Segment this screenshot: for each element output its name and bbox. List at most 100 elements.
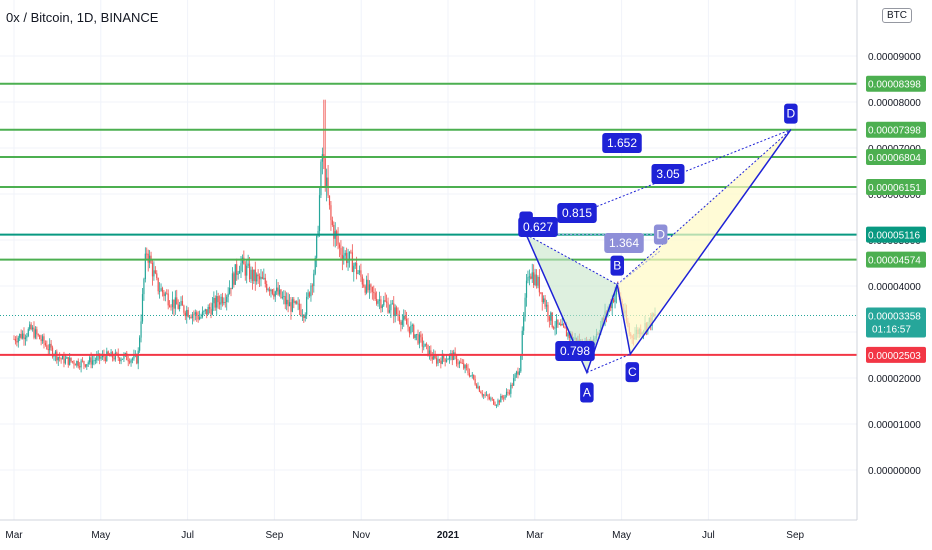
ratio-label[interactable]: 0.798 — [555, 341, 595, 361]
candle — [281, 291, 283, 300]
candle — [438, 358, 441, 364]
candle — [361, 274, 363, 288]
candle — [40, 334, 42, 346]
candle — [468, 368, 471, 378]
ratio-line-xb — [525, 234, 618, 286]
candle — [66, 356, 68, 359]
candle — [387, 297, 389, 314]
candle — [487, 393, 489, 401]
svg-text:0.00008398: 0.00008398 — [868, 80, 921, 91]
candle — [20, 329, 22, 340]
candle — [477, 382, 479, 390]
candle — [96, 351, 98, 364]
point-label-b[interactable]: B — [610, 255, 625, 276]
candle — [34, 326, 37, 340]
candle — [284, 290, 286, 310]
candle — [551, 312, 553, 329]
candle — [23, 327, 25, 346]
candle — [91, 355, 94, 369]
svg-text:0.00006804: 0.00006804 — [868, 153, 921, 164]
candle — [383, 295, 385, 307]
candle — [491, 396, 493, 401]
ratio-label[interactable]: 0.627 — [518, 217, 558, 237]
svg-text:1.364: 1.364 — [609, 236, 639, 250]
candle — [561, 317, 563, 326]
candle — [530, 273, 532, 280]
candle — [26, 333, 28, 342]
svg-text:0.00007398: 0.00007398 — [868, 126, 921, 137]
svg-text:B: B — [613, 259, 621, 273]
candle — [457, 358, 459, 368]
candle — [154, 266, 156, 275]
candle — [256, 272, 258, 285]
candle — [190, 314, 192, 319]
candle — [330, 201, 332, 231]
y-tick-label: 0.00004000 — [868, 282, 921, 293]
candle — [243, 250, 245, 265]
candle — [230, 287, 232, 297]
candle — [291, 297, 293, 313]
candle — [537, 275, 539, 289]
candle — [497, 398, 499, 407]
candle — [194, 309, 196, 321]
candle — [363, 278, 365, 288]
ratio-label[interactable]: 1.652 — [602, 133, 642, 153]
candle — [308, 291, 311, 298]
candle — [247, 254, 249, 269]
candle — [474, 375, 476, 386]
candle — [501, 394, 503, 400]
candle — [378, 291, 381, 310]
candle — [547, 302, 549, 323]
candle — [137, 347, 139, 370]
svg-text:0.00005116: 0.00005116 — [868, 231, 921, 242]
ratio-label[interactable]: 0.815 — [557, 203, 597, 223]
candle — [481, 390, 483, 398]
candle — [300, 303, 302, 317]
point-label-c[interactable]: C — [625, 362, 640, 383]
candle — [451, 350, 453, 366]
candle — [454, 347, 456, 360]
candle — [170, 304, 172, 311]
candle — [297, 297, 299, 311]
candle — [173, 299, 175, 316]
countdown-timer: 01:16:57 — [872, 325, 911, 336]
candle — [397, 307, 399, 321]
ratio-line-bd — [616, 129, 792, 285]
candle — [290, 296, 292, 320]
candle — [246, 259, 248, 284]
candle — [274, 290, 276, 302]
candle — [67, 357, 69, 368]
candle — [160, 283, 162, 292]
ratio-label[interactable]: 3.05 — [651, 164, 685, 184]
candle — [418, 332, 421, 349]
candle — [460, 357, 462, 364]
candle — [407, 317, 409, 332]
point-label-a[interactable]: A — [580, 382, 594, 403]
candle — [445, 354, 448, 363]
candle — [396, 305, 398, 316]
candle — [424, 343, 426, 347]
candle — [558, 322, 560, 325]
ratio-label[interactable]: 1.364 — [604, 233, 644, 253]
candle — [440, 357, 442, 369]
currency-badge[interactable]: BTC — [882, 8, 912, 23]
candle — [394, 304, 396, 323]
pattern-bcd-fill — [617, 129, 791, 355]
candle — [374, 288, 376, 301]
candle — [485, 391, 488, 397]
svg-text:0.00006151: 0.00006151 — [868, 183, 921, 194]
candle — [524, 293, 526, 322]
candle — [237, 270, 239, 280]
candle — [129, 358, 131, 365]
point-label-d[interactable]: D — [784, 103, 798, 124]
candle — [127, 356, 129, 367]
candle — [21, 330, 24, 340]
candle — [280, 289, 282, 299]
candle — [517, 367, 519, 379]
projected-point-label-d[interactable]: D — [653, 224, 668, 245]
candle — [444, 358, 446, 367]
candle — [560, 319, 562, 327]
candle — [216, 290, 218, 315]
